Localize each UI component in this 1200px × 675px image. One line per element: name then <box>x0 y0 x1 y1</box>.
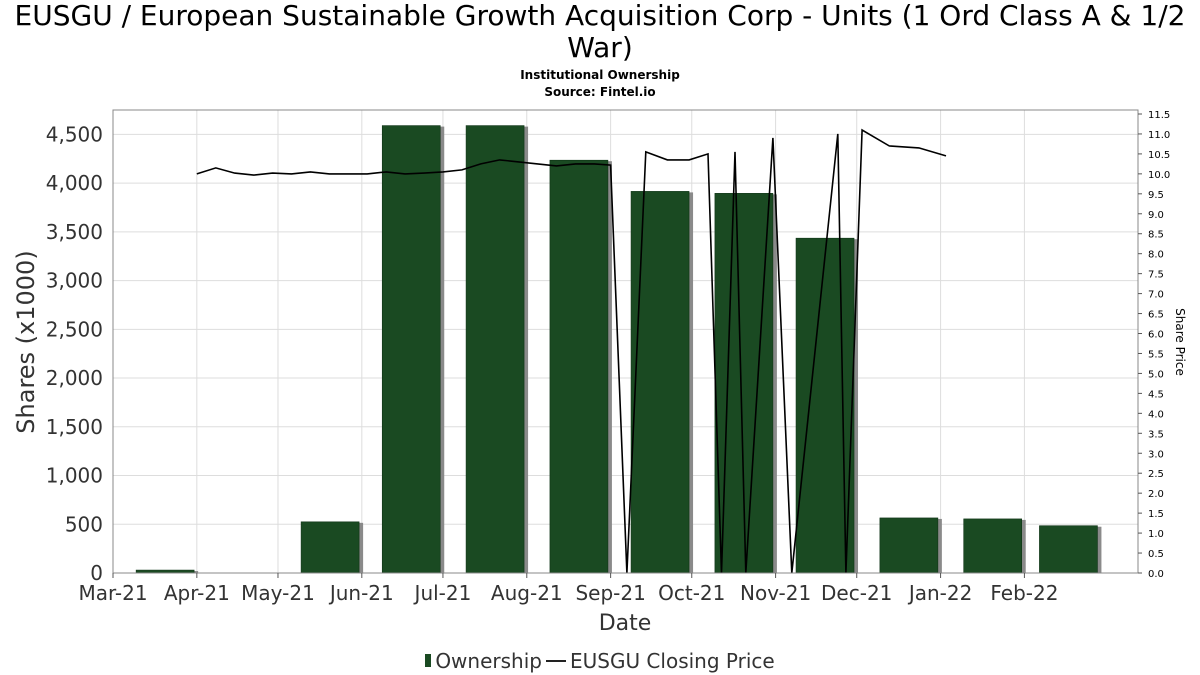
x-axis-ticks: Mar-21 Apr-21 May-21 Jun-21 Jul-21 Aug-21 Sep-… <box>78 573 1058 605</box>
chart-title: EUSGU / European Sustainable Growth Acqu… <box>0 0 1200 64</box>
x-tick-label: Sep-21 <box>575 581 645 605</box>
x-tick-label: Oct-21 <box>658 581 725 605</box>
y2-axis-ticks: 0.0 0.5 1.0 1.5 2.0 2.5 3.0 3.5 4.0 4.5 5.0 5.5 6.0 6… <box>1138 110 1170 580</box>
chart-title-line2: War) <box>567 31 633 64</box>
ownership-bar <box>963 518 1023 574</box>
chart-title-line1: EUSGU / European Sustainable Growth Acqu… <box>14 0 1186 32</box>
ownership-bars <box>135 125 1102 574</box>
y2-tick-label: 2.0 <box>1148 489 1164 500</box>
y2-tick-label: 4.0 <box>1148 409 1164 420</box>
y2-tick-label: 5.0 <box>1148 369 1164 380</box>
x-tick-label: Feb-22 <box>990 581 1058 605</box>
ownership-bar <box>300 521 360 574</box>
grid-lines <box>112 110 1138 574</box>
y-tick-label: 1,500 <box>46 415 103 439</box>
y2-tick-label: 0.5 <box>1148 549 1164 560</box>
y2-tick-label: 6.0 <box>1148 330 1164 341</box>
y2-tick-label: 8.5 <box>1148 230 1164 241</box>
ownership-bar <box>465 125 525 574</box>
x-axis-label: Date <box>599 611 652 636</box>
y2-tick-label: 11.0 <box>1148 130 1170 141</box>
price-line <box>196 128 947 574</box>
y2-tick-label: 10.0 <box>1148 170 1170 181</box>
y2-tick-label: 5.5 <box>1148 349 1164 360</box>
y2-tick-label: 2.5 <box>1148 469 1164 480</box>
x-tick-label: May-21 <box>241 581 315 605</box>
y2-tick-label: 3.5 <box>1148 429 1164 440</box>
y2-tick-label: 0.0 <box>1148 569 1164 580</box>
plot-frame <box>112 109 1139 574</box>
y-tick-label: 4,500 <box>46 122 103 146</box>
x-tick-label: Apr-21 <box>164 581 230 605</box>
y2-tick-label: 7.0 <box>1148 290 1164 301</box>
y-tick-label: 0 <box>90 561 103 585</box>
legend-price-swatch <box>545 659 566 662</box>
y2-tick-label: 9.0 <box>1148 210 1164 221</box>
y-tick-label: 4,000 <box>46 171 103 195</box>
ownership-bar <box>879 517 939 574</box>
y2-tick-label: 4.5 <box>1148 389 1164 400</box>
ownership-bar <box>549 159 609 574</box>
x-tick-label: Jun-21 <box>328 581 394 605</box>
y-tick-label: 2,500 <box>46 317 103 341</box>
x-tick-label: Jan-22 <box>907 581 973 605</box>
y-tick-label: 500 <box>65 512 103 536</box>
y2-tick-label: 11.5 <box>1148 110 1170 121</box>
y2-axis-label: Share Price <box>1173 308 1187 376</box>
y2-tick-label: 6.5 <box>1148 310 1164 321</box>
ownership-bar <box>630 191 690 574</box>
y-tick-label: 1,000 <box>46 464 103 488</box>
y2-tick-label: 9.5 <box>1148 190 1164 201</box>
x-tick-label: Jul-21 <box>413 581 472 605</box>
x-tick-label: Dec-21 <box>821 581 892 605</box>
ownership-bar <box>1039 525 1098 574</box>
x-tick-label: Aug-21 <box>491 581 563 605</box>
y-axis-label: Shares (x1000) <box>12 250 40 433</box>
y2-tick-label: 7.5 <box>1148 270 1164 281</box>
chart-source: Source: Fintel.io <box>544 85 656 99</box>
ownership-bar <box>381 125 441 574</box>
x-tick-label: Nov-21 <box>740 581 811 605</box>
y2-tick-label: 10.5 <box>1148 150 1170 161</box>
legend-price-label: EUSGU Closing Price <box>569 648 775 673</box>
chart-subtitle: Institutional Ownership <box>520 68 680 82</box>
legend: Ownership EUSGU Closing Price <box>0 647 1200 673</box>
y-axis-ticks: 0 500 1,000 1,500 2,000 2,500 3,000 3,500 4,000 4… <box>46 122 103 585</box>
y-tick-label: 3,500 <box>46 220 103 244</box>
x-tick-label: Mar-21 <box>78 581 147 605</box>
legend-ownership-label: Ownership <box>435 648 542 673</box>
y2-tick-label: 1.0 <box>1148 529 1164 540</box>
y-tick-label: 2,000 <box>46 366 103 390</box>
y2-tick-label: 3.0 <box>1148 449 1164 460</box>
y2-tick-label: 8.0 <box>1148 250 1164 261</box>
y-tick-label: 3,000 <box>46 269 103 293</box>
legend-ownership-swatch <box>425 654 432 667</box>
y2-tick-label: 1.5 <box>1148 509 1164 520</box>
